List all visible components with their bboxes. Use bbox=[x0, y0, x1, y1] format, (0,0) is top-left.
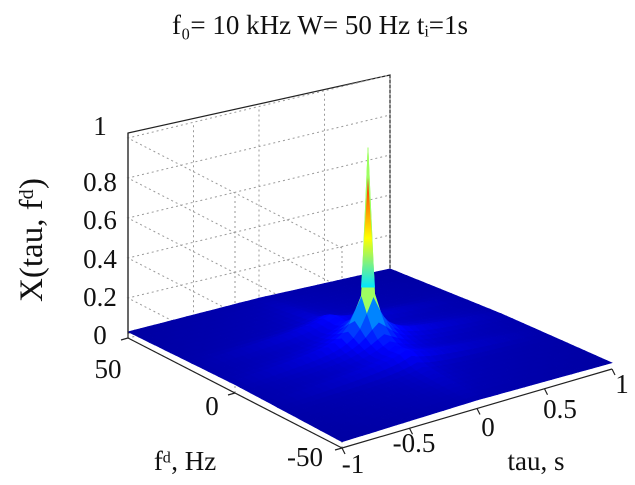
surface-patch bbox=[335, 436, 350, 443]
y-tick-mark bbox=[334, 447, 343, 451]
x-tick-mark bbox=[476, 408, 481, 415]
x-tick-label: -0.5 bbox=[393, 428, 436, 458]
z-axis-label: X(tau, fᵈ) bbox=[14, 178, 50, 302]
axes bbox=[127, 133, 613, 449]
x-tick-mark bbox=[408, 427, 414, 435]
y-tick-label: -50 bbox=[287, 442, 323, 472]
x-tick-mark bbox=[341, 447, 346, 455]
x-tick-mark bbox=[543, 388, 549, 396]
peak-spike bbox=[361, 177, 375, 288]
x-tick-label: 0.5 bbox=[543, 394, 577, 424]
z-tick-label: 0 bbox=[93, 320, 107, 350]
y-axis-label: fᵈ, Hz bbox=[154, 446, 216, 476]
z-tick-label: 0.8 bbox=[83, 167, 117, 197]
x-tick-label: 1 bbox=[615, 369, 629, 399]
x-tick-label: -1 bbox=[342, 449, 365, 479]
y-axis-ticks: 50 0 -50 bbox=[95, 354, 324, 472]
z-axis-ticks: 0 0.2 0.4 0.6 0.8 1 bbox=[83, 111, 117, 350]
z-tick-label: 0.4 bbox=[83, 244, 117, 274]
surface-plot bbox=[127, 147, 613, 443]
x-axis-label: tau, s bbox=[508, 446, 565, 476]
z-tick-label: 1 bbox=[93, 111, 107, 141]
x-tick-label: 0 bbox=[481, 412, 495, 442]
chart-title: f₀= 10 kHz W= 50 Hz tᵢ=1s bbox=[172, 10, 468, 40]
x-tick-mark bbox=[611, 368, 616, 376]
y-tick-mark bbox=[120, 337, 129, 341]
z-tick-label: 0.6 bbox=[83, 205, 117, 235]
y-tick-mark bbox=[227, 392, 236, 396]
x-axis-ticks: -1 -0.5 0 0.5 1 bbox=[342, 369, 629, 479]
y-tick-label: 0 bbox=[205, 391, 219, 421]
z-tick-label: 0.2 bbox=[83, 282, 117, 312]
y-tick-label: 50 bbox=[95, 354, 122, 384]
